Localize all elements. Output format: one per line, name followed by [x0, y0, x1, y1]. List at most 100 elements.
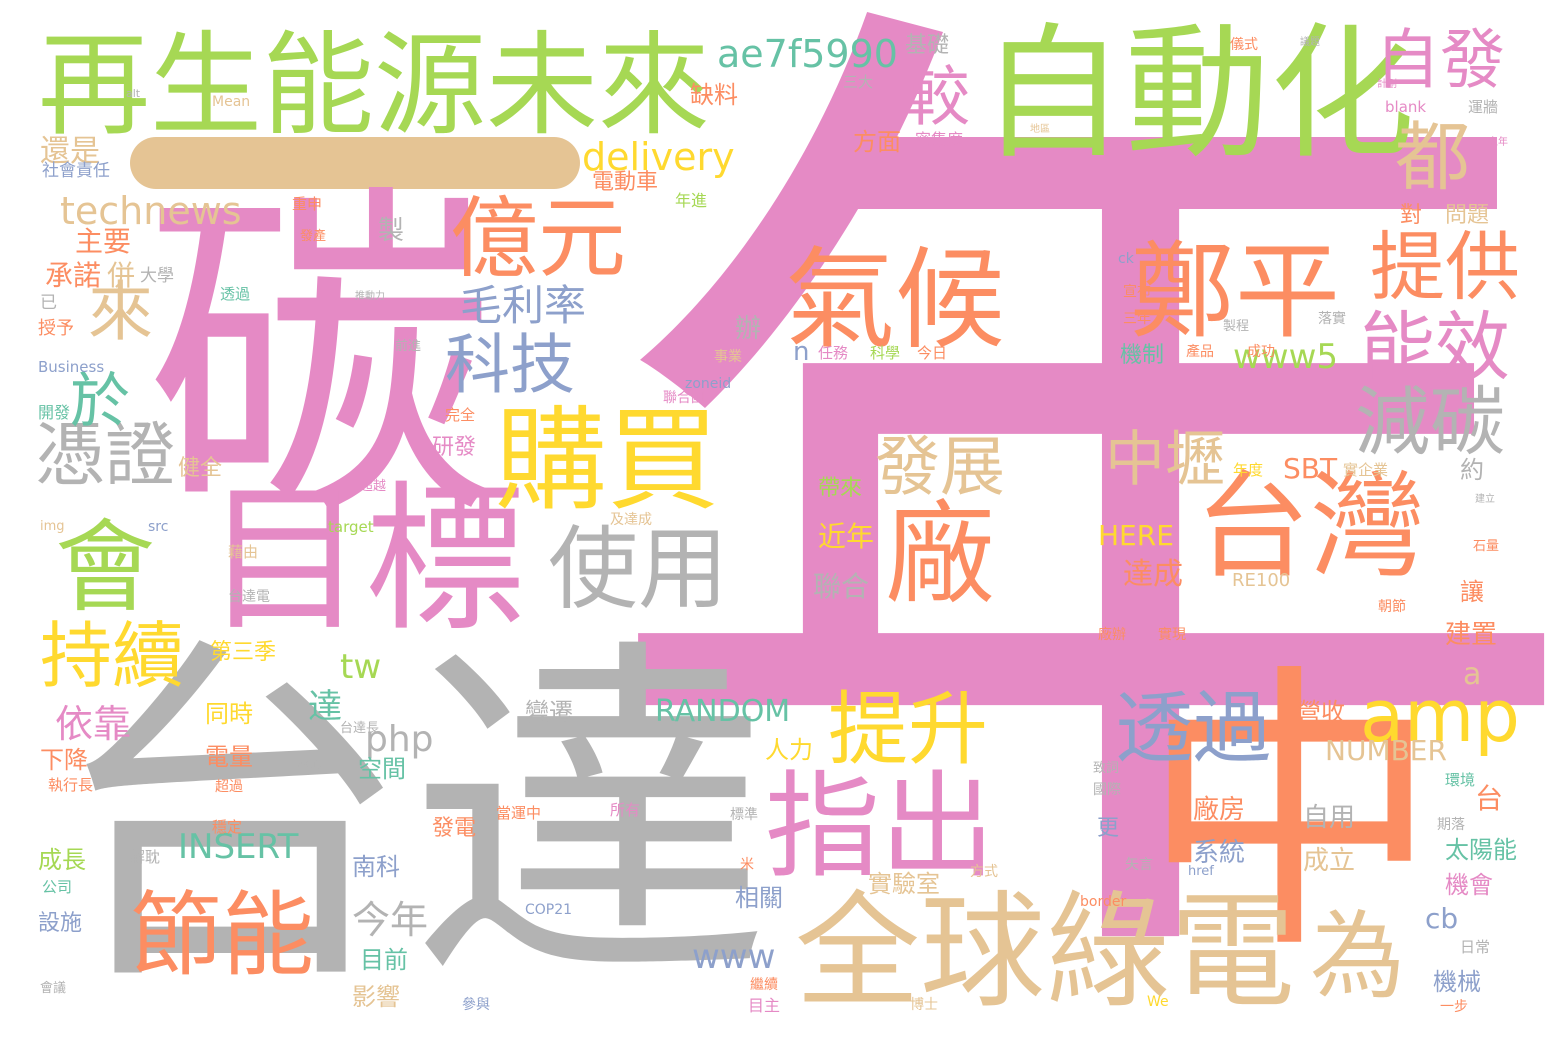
word-continue: 持續	[40, 614, 185, 698]
word-src: src	[148, 519, 169, 535]
word-aspect: 方面	[853, 128, 901, 156]
word-laboratory: 實驗室	[868, 870, 940, 898]
word-daily: 日常	[1460, 938, 1491, 956]
word-related: 相關	[735, 884, 783, 912]
word-company: 公司	[42, 878, 73, 896]
word-establish: 成立	[1303, 846, 1356, 876]
word-border: border	[1080, 894, 1127, 910]
word-mechanism: 機制	[1120, 343, 1165, 368]
word-sound: 健全	[178, 456, 223, 481]
word-delta-electronics: 台達電	[228, 589, 270, 605]
word-build: 建置	[1445, 620, 1498, 650]
word-dui: 對	[1400, 203, 1423, 228]
word-ck: ck	[1118, 251, 1134, 267]
word-energy-efficiency: 能效	[1360, 303, 1511, 391]
word-hui: 會	[55, 509, 155, 626]
word-business-unit: 事業	[714, 349, 742, 365]
word-exceed: 超過	[215, 779, 243, 795]
word-surpass: 超越	[360, 479, 387, 494]
word-plant-building: 廠房	[1193, 795, 1246, 825]
word-manpower: 人力	[765, 736, 813, 764]
word-driving-force: 推動力	[355, 291, 385, 302]
word-keep-on: 繼續	[750, 977, 778, 993]
word-amp: amp	[1360, 674, 1520, 758]
word-problem: 問題	[1445, 203, 1490, 228]
word-geng: 更	[1097, 816, 1120, 841]
word-billion: 億元	[450, 187, 627, 290]
word-task: 任務	[818, 344, 849, 362]
word-re100: RE100	[1232, 570, 1291, 591]
word-today: 今日	[917, 344, 948, 362]
word-use: 使用	[548, 517, 728, 622]
word-number: NUMBER	[1325, 734, 1447, 767]
word-ae7f5990: ae7f5990	[717, 32, 898, 76]
word-energy-saving: 節能	[130, 882, 315, 989]
word-lai: 來	[88, 275, 154, 350]
word-all: 所有	[610, 801, 641, 819]
word-tw: tw	[340, 647, 382, 687]
word-rely: 依靠	[55, 702, 132, 746]
word-deadline: 期落	[1437, 817, 1465, 833]
word-zheng-ping: 鄭平	[1130, 231, 1341, 353]
word-revenue: 營收	[1297, 698, 1345, 726]
word-ev: 電動車	[592, 170, 659, 195]
word-conference: 會議	[40, 981, 67, 996]
word-climate: 氣候	[785, 236, 1005, 364]
word-year-progress: 年進	[675, 191, 708, 210]
word-space: 空間	[358, 755, 406, 783]
word-method: 方式	[970, 864, 998, 880]
word-annual: 年度	[1233, 461, 1264, 479]
word-this-year: 今年	[352, 898, 429, 942]
word-participate: 參與	[462, 997, 490, 1013]
word-random: RANDOM	[655, 694, 791, 729]
word-factory: 廠	[885, 491, 995, 619]
word-change: 變遷	[525, 698, 573, 726]
word-bring: 帶來	[818, 476, 863, 501]
word-process: 製程	[1223, 319, 1250, 334]
word-develop: 開發	[38, 403, 71, 422]
word-here: HERE	[1098, 519, 1174, 552]
word-yu: 於	[70, 367, 130, 437]
word-alt: alt	[126, 87, 141, 100]
word-technology: 科技	[445, 328, 576, 403]
word-wei: 為	[1310, 902, 1406, 1012]
word-running: 運牆	[1468, 98, 1499, 116]
word-success: 成功	[1247, 344, 1275, 360]
word-commitment: 承諾	[45, 259, 102, 292]
word-bing: 併	[107, 259, 136, 292]
word-growth: 成長	[38, 846, 86, 874]
word-social-responsibility: 社會責任	[42, 161, 110, 181]
word-chaojie: 朝節	[1378, 599, 1406, 615]
word-cop21: COP21	[525, 902, 573, 918]
word-simultaneously: 同時	[205, 700, 253, 728]
word-gross-margin: 毛利率	[460, 281, 587, 330]
word-taida-chief: 台達長	[340, 721, 380, 736]
word-let: 讓	[1460, 578, 1484, 606]
word-science: 科學	[870, 344, 901, 362]
word-target-en: target	[328, 518, 374, 536]
word-target: 目標	[205, 466, 526, 653]
word-ceo: 執行長	[48, 776, 94, 794]
word-ban: 辦	[735, 314, 762, 344]
word-automation: 自動化	[980, 10, 1415, 179]
word-a: a	[1463, 657, 1482, 692]
word-environment: 環境	[1445, 771, 1476, 789]
word-three-years: 三年	[1123, 311, 1151, 327]
word-third-quarter: 第三季	[210, 640, 277, 665]
word-factory-office: 廠辦	[1098, 627, 1126, 643]
word-n: n	[793, 337, 810, 367]
word-tongguo-small: 透過	[220, 285, 251, 303]
word-rd: 研發	[432, 435, 477, 460]
word-in-operation: 當運中	[496, 804, 542, 822]
word-university: 大學	[140, 266, 174, 286]
word-achieve: 達成	[1123, 557, 1183, 592]
word-facility: 設施	[38, 911, 83, 936]
word-grant: 授予	[38, 318, 74, 339]
word-jiao: 較	[905, 60, 971, 135]
word-international: 國際	[1093, 782, 1121, 798]
word-carbon-reduction: 減碳	[1355, 378, 1506, 466]
word-main: 主要	[75, 225, 132, 258]
word-forward: 前進	[395, 339, 422, 354]
word-decline: 下降	[40, 746, 88, 774]
